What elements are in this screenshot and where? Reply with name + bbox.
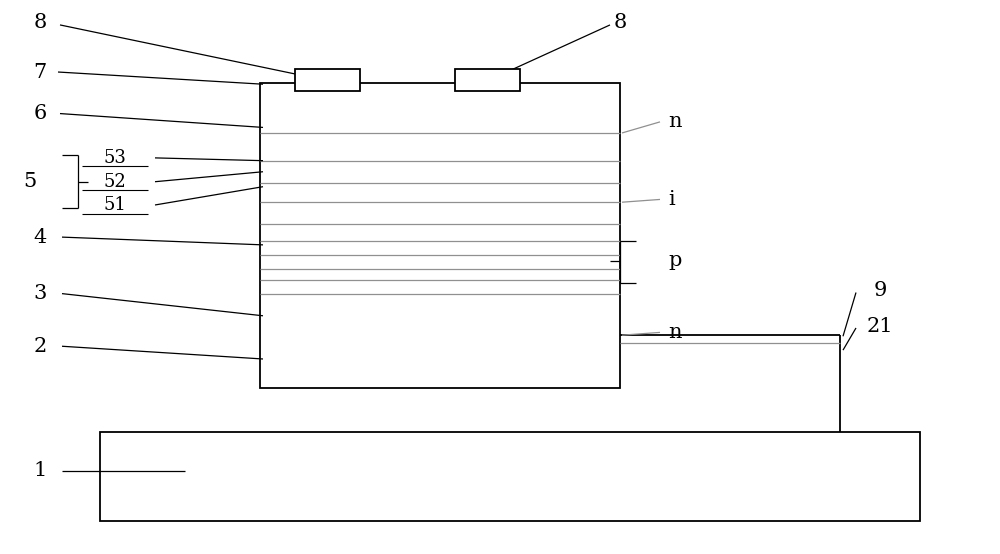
Text: 7: 7 xyxy=(33,63,47,81)
Text: 9: 9 xyxy=(873,281,887,300)
Text: p: p xyxy=(668,251,681,270)
Text: 8: 8 xyxy=(613,13,627,32)
Text: 53: 53 xyxy=(104,149,126,167)
Text: i: i xyxy=(668,190,675,209)
Text: 6: 6 xyxy=(33,104,47,123)
Text: 4: 4 xyxy=(33,228,47,247)
Bar xyxy=(100,432,920,521)
Text: 51: 51 xyxy=(104,196,126,214)
Text: 21: 21 xyxy=(867,317,893,336)
Text: n: n xyxy=(668,112,682,131)
Bar xyxy=(455,69,520,91)
Text: n: n xyxy=(668,323,682,342)
Text: 1: 1 xyxy=(33,461,47,480)
Bar xyxy=(295,69,360,91)
Text: 3: 3 xyxy=(33,284,47,303)
Text: 52: 52 xyxy=(104,173,126,191)
Text: 2: 2 xyxy=(33,337,47,356)
Bar xyxy=(260,83,620,388)
Text: 8: 8 xyxy=(33,13,47,32)
Text: 5: 5 xyxy=(23,172,37,191)
